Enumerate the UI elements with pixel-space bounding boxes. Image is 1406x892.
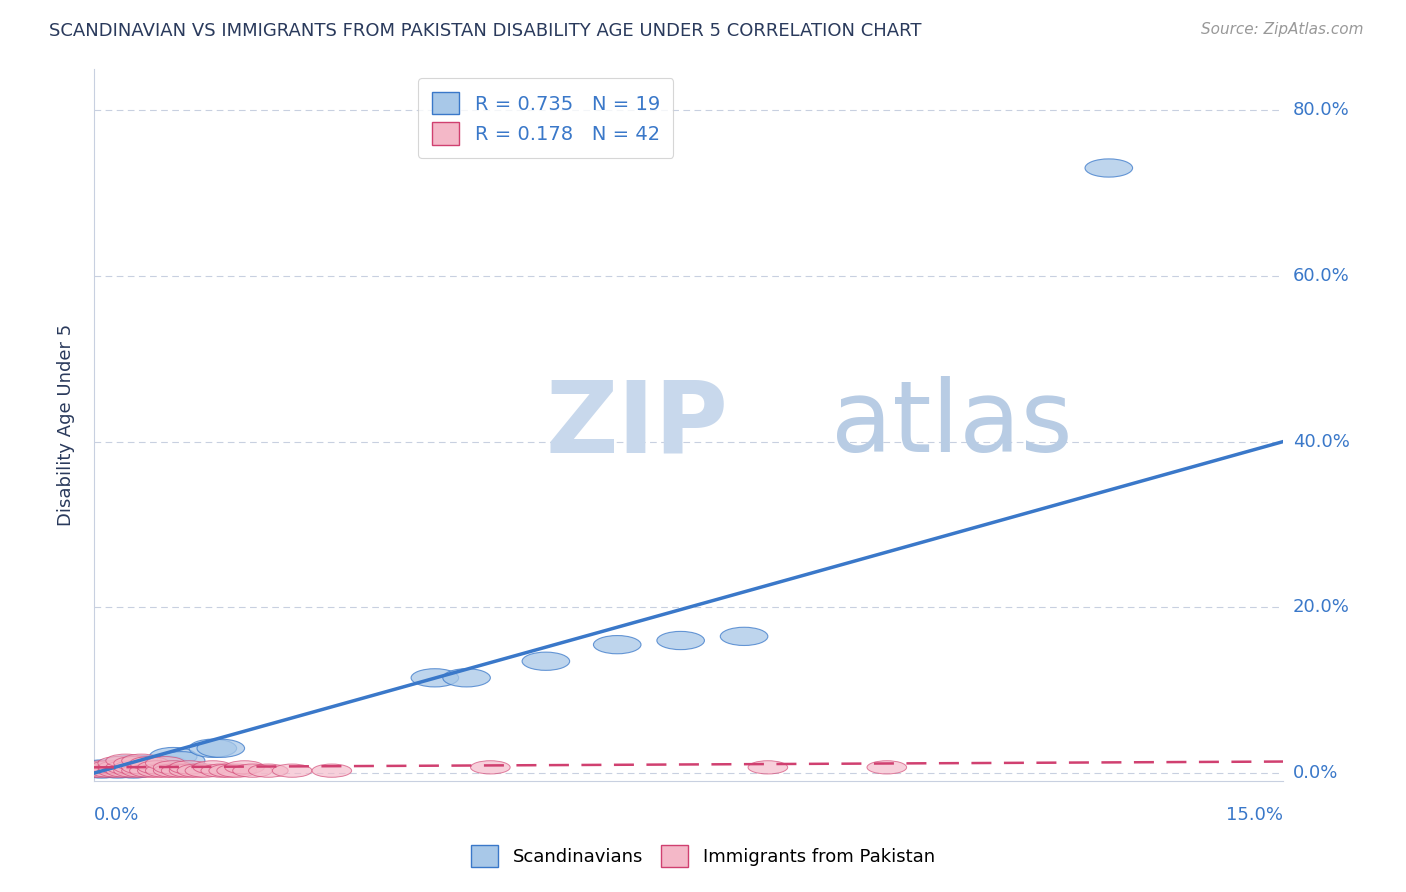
Text: 0.0%: 0.0% [94, 806, 139, 824]
Ellipse shape [157, 752, 205, 770]
Ellipse shape [411, 669, 458, 687]
Ellipse shape [145, 764, 186, 777]
Ellipse shape [98, 756, 138, 770]
Ellipse shape [105, 764, 145, 777]
Ellipse shape [118, 756, 166, 774]
Ellipse shape [90, 764, 129, 777]
Ellipse shape [134, 756, 181, 774]
Ellipse shape [748, 761, 787, 774]
Ellipse shape [138, 764, 177, 777]
Ellipse shape [90, 761, 129, 774]
Ellipse shape [129, 756, 169, 770]
Ellipse shape [593, 635, 641, 654]
Ellipse shape [522, 652, 569, 671]
Ellipse shape [122, 764, 162, 777]
Ellipse shape [114, 761, 153, 774]
Text: 0.0%: 0.0% [1292, 764, 1339, 782]
Text: Source: ZipAtlas.com: Source: ZipAtlas.com [1201, 22, 1364, 37]
Ellipse shape [153, 764, 193, 777]
Ellipse shape [149, 747, 197, 765]
Ellipse shape [94, 760, 142, 778]
Text: atlas: atlas [831, 376, 1073, 474]
Ellipse shape [193, 761, 232, 774]
Ellipse shape [186, 764, 225, 777]
Ellipse shape [82, 764, 122, 777]
Text: SCANDINAVIAN VS IMMIGRANTS FROM PAKISTAN DISABILITY AGE UNDER 5 CORRELATION CHAR: SCANDINAVIAN VS IMMIGRANTS FROM PAKISTAN… [49, 22, 922, 40]
Ellipse shape [169, 764, 209, 777]
Ellipse shape [657, 632, 704, 649]
Ellipse shape [114, 756, 153, 770]
Ellipse shape [1085, 159, 1133, 178]
Ellipse shape [122, 761, 162, 774]
Ellipse shape [312, 764, 352, 777]
Ellipse shape [197, 739, 245, 757]
Text: 60.0%: 60.0% [1292, 267, 1350, 285]
Ellipse shape [98, 764, 138, 777]
Ellipse shape [209, 764, 249, 777]
Ellipse shape [101, 756, 149, 774]
Ellipse shape [138, 761, 177, 774]
Ellipse shape [443, 669, 491, 687]
Ellipse shape [79, 760, 125, 778]
Ellipse shape [153, 761, 193, 774]
Ellipse shape [114, 764, 153, 777]
Ellipse shape [188, 739, 236, 757]
Text: 40.0%: 40.0% [1292, 433, 1350, 450]
Ellipse shape [471, 761, 510, 774]
Ellipse shape [82, 761, 122, 774]
Text: 15.0%: 15.0% [1226, 806, 1284, 824]
Ellipse shape [232, 764, 273, 777]
Ellipse shape [142, 756, 188, 774]
Text: ZIP: ZIP [546, 376, 728, 474]
Legend: R = 0.735   N = 19, R = 0.178   N = 42: R = 0.735 N = 19, R = 0.178 N = 42 [418, 78, 673, 158]
Ellipse shape [129, 764, 169, 777]
Ellipse shape [217, 764, 256, 777]
Ellipse shape [110, 760, 157, 778]
Text: 80.0%: 80.0% [1292, 101, 1350, 119]
Ellipse shape [162, 764, 201, 777]
Ellipse shape [105, 761, 145, 774]
Ellipse shape [868, 761, 907, 774]
Ellipse shape [75, 764, 114, 777]
Y-axis label: Disability Age Under 5: Disability Age Under 5 [58, 324, 75, 526]
Ellipse shape [122, 754, 162, 767]
Ellipse shape [177, 764, 217, 777]
Ellipse shape [225, 761, 264, 774]
Ellipse shape [273, 764, 312, 777]
Ellipse shape [105, 754, 145, 767]
Ellipse shape [125, 756, 173, 774]
Text: 20.0%: 20.0% [1292, 599, 1350, 616]
Ellipse shape [720, 627, 768, 646]
Ellipse shape [201, 764, 240, 777]
Ellipse shape [249, 764, 288, 777]
Legend: Scandinavians, Immigrants from Pakistan: Scandinavians, Immigrants from Pakistan [464, 838, 942, 874]
Ellipse shape [169, 761, 209, 774]
Ellipse shape [145, 756, 186, 770]
Ellipse shape [98, 761, 138, 774]
